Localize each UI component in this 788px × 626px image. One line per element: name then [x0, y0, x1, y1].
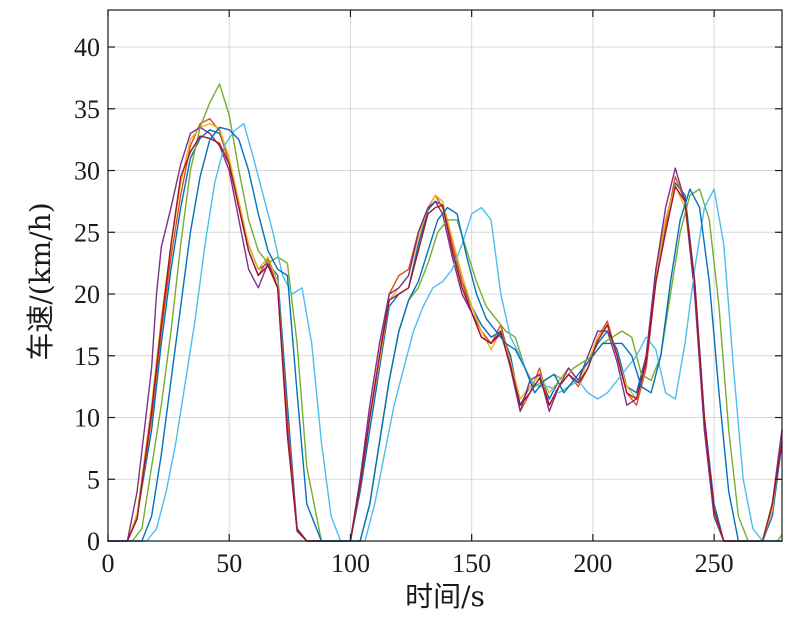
- y-tick-label: 5: [87, 465, 100, 494]
- x-tick-label: 0: [102, 549, 115, 578]
- grid-lines: [107, 10, 782, 542]
- x-tick-label: 150: [452, 549, 491, 578]
- x-tick-labels: 0 50 100 150 200 250: [102, 549, 734, 578]
- y-axis-title: 车速/(km/h): [24, 202, 57, 360]
- y-tick-label: 0: [87, 527, 100, 556]
- y-tick-label: 35: [74, 95, 100, 124]
- x-axis-title: 时间/s: [405, 580, 485, 613]
- x-tick-label: 50: [216, 549, 242, 578]
- y-tick-label: 40: [74, 33, 100, 62]
- y-tick-label: 25: [74, 218, 100, 247]
- y-tick-label: 10: [74, 404, 100, 433]
- series-line-6: [107, 122, 783, 542]
- plot-frame: [107, 9, 783, 542]
- y-tick-label: 30: [74, 157, 100, 186]
- x-tick-label: 250: [695, 549, 734, 578]
- series-line-5: [107, 83, 783, 542]
- axis-ticks: [107, 10, 782, 542]
- series-line-8: [107, 126, 783, 542]
- y-tick-label: 20: [74, 280, 100, 309]
- y-tick-labels: 0 5 10 15 20 25 30 35 40: [74, 33, 100, 556]
- series-line-7: [107, 135, 783, 542]
- series-line-2: [107, 118, 783, 542]
- series-lines: [107, 83, 783, 542]
- x-tick-label: 100: [331, 549, 370, 578]
- y-tick-label: 15: [74, 342, 100, 371]
- x-tick-label: 200: [573, 549, 612, 578]
